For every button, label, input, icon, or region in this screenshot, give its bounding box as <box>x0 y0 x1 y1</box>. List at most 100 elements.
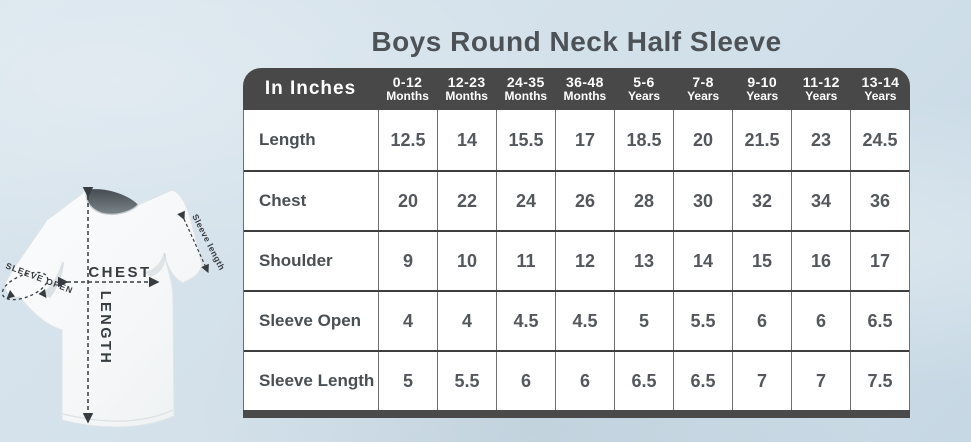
size-value-cell: 5.5 <box>437 352 496 410</box>
tshirt-diagram: LENGTH CHEST SLEEVE OPEN Sleeve length <box>0 150 240 442</box>
size-table: In Inches 0-12 Months 12-23 Months 24-35 Mont… <box>243 68 910 418</box>
size-value-cell: 36 <box>850 172 909 230</box>
hem-stitch <box>62 409 174 422</box>
table-body: Length 12.5 14 15.5 17 18.5 20 21.5 23 24.5 Chest 2… <box>243 110 910 410</box>
size-value-cell: 5 <box>378 352 437 410</box>
size-value-cell: 16 <box>791 232 850 290</box>
column-header: 36-48 Months <box>555 73 614 104</box>
size-value-cell: 20 <box>673 110 732 170</box>
size-value-cell: 17 <box>555 110 614 170</box>
column-header: 7-8 Years <box>674 73 733 104</box>
size-value-cell: 6 <box>791 292 850 350</box>
size-value-cell: 6.5 <box>850 292 909 350</box>
column-unit: Months <box>504 89 548 104</box>
tshirt-graphic: LENGTH CHEST SLEEVE OPEN Sleeve length <box>1 187 227 428</box>
collar-icon <box>86 189 138 215</box>
size-value-cell: 10 <box>437 232 496 290</box>
size-value-cell: 15 <box>732 232 791 290</box>
size-value-cell: 13 <box>614 232 673 290</box>
size-value-cell: 4.5 <box>555 292 614 350</box>
column-unit: Years <box>805 89 838 104</box>
row-label: Chest <box>259 191 307 210</box>
size-value-cell: 26 <box>555 172 614 230</box>
column-unit: Years <box>687 89 720 104</box>
size-value-cell: 15.5 <box>496 110 555 170</box>
column-header: 12-23 Months <box>437 73 496 104</box>
size-value-cell: 21.5 <box>732 110 791 170</box>
size-value-cell: 23 <box>791 110 850 170</box>
size-value-cell: 24 <box>496 172 555 230</box>
sleeve-length-arrow <box>177 210 209 274</box>
column-range: 5-6 <box>633 73 655 90</box>
size-value-cell: 12 <box>555 232 614 290</box>
column-header: 24-35 Months <box>496 73 555 104</box>
table-row: Sleeve Open 4 4 4.5 4.5 5 5.5 6 6 6.5 <box>244 290 909 350</box>
column-header: 5-6 Years <box>614 73 673 104</box>
size-value-cell: 4 <box>437 292 496 350</box>
size-value-cell: 11 <box>496 232 555 290</box>
size-value-cell: 28 <box>614 172 673 230</box>
size-value-cell: 6 <box>496 352 555 410</box>
length-label: LENGTH <box>97 291 113 366</box>
column-unit: Months <box>445 89 488 104</box>
size-value-cell: 34 <box>791 172 850 230</box>
column-header: 0-12 Months <box>378 73 437 104</box>
sleeve-open-arrow-left <box>6 290 15 299</box>
size-value-cell: 12.5 <box>378 110 437 170</box>
size-value-cell: 14 <box>437 110 496 170</box>
column-unit: Months <box>386 89 429 104</box>
column-unit: Years <box>864 89 897 104</box>
size-value-cell: 4.5 <box>496 292 555 350</box>
column-range: 13-14 <box>861 73 900 90</box>
page-title: Boys Round Neck Half Sleeve <box>371 26 782 57</box>
size-value-cell: 5 <box>614 292 673 350</box>
size-value-cell: 32 <box>732 172 791 230</box>
chest-label: CHEST <box>88 264 151 281</box>
size-value-cell: 20 <box>378 172 437 230</box>
size-value-cell: 7 <box>791 352 850 410</box>
sleeve-open-arrow-right <box>38 289 47 298</box>
table-row: Length 12.5 14 15.5 17 18.5 20 21.5 23 24.5 <box>244 110 909 170</box>
column-header: 11-12 Years <box>792 73 851 104</box>
size-value-cell: 17 <box>850 232 909 290</box>
sleeve-crease-left <box>42 262 64 298</box>
size-value-cell: 6.5 <box>614 352 673 410</box>
table-row: Shoulder 9 10 11 12 13 14 15 16 17 <box>244 230 909 290</box>
column-range: 24-35 <box>506 73 545 90</box>
column-unit: Years <box>746 89 779 104</box>
column-unit: Years <box>627 89 661 104</box>
size-value-cell: 30 <box>673 172 732 230</box>
table-header-row: In Inches 0-12 Months 12-23 Months 24-35 Mont… <box>243 68 910 110</box>
row-label: Sleeve Open <box>259 311 362 330</box>
size-value-cell: 22 <box>437 172 496 230</box>
size-value-cell: 18.5 <box>614 110 673 170</box>
row-label: Sleeve Length <box>259 371 375 390</box>
column-header: 13-14 Years <box>851 73 910 104</box>
size-value-cell: 24.5 <box>850 110 909 170</box>
sleeve-crease-right <box>144 253 166 277</box>
size-value-cell: 7 <box>732 352 791 410</box>
column-range: 12-23 <box>447 73 486 90</box>
size-value-cell: 6 <box>732 292 791 350</box>
size-value-cell: 5.5 <box>673 292 732 350</box>
size-value-cell: 7.5 <box>850 352 909 410</box>
table-row: Sleeve Length 5 5.5 6 6 6.5 6.5 7 7 7.5 <box>244 350 909 410</box>
column-range: 0-12 <box>392 73 423 90</box>
column-range: 36-48 <box>565 73 604 90</box>
column-range: 11-12 <box>802 73 840 90</box>
size-value-cell: 4 <box>378 292 437 350</box>
row-label: Length <box>259 130 316 149</box>
table-footer-bar <box>243 410 910 418</box>
column-range: 9-10 <box>747 73 778 90</box>
size-value-cell: 9 <box>378 232 437 290</box>
unit-label: In Inches <box>264 78 357 99</box>
table-row: Chest 20 22 24 26 28 30 32 34 36 <box>244 170 909 230</box>
size-value-cell: 6.5 <box>673 352 732 410</box>
column-range: 7-8 <box>692 73 714 90</box>
column-header: 9-10 Years <box>733 73 792 104</box>
size-value-cell: 6 <box>555 352 614 410</box>
row-label: Shoulder <box>259 251 333 270</box>
size-value-cell: 14 <box>673 232 732 290</box>
column-unit: Months <box>563 89 607 104</box>
